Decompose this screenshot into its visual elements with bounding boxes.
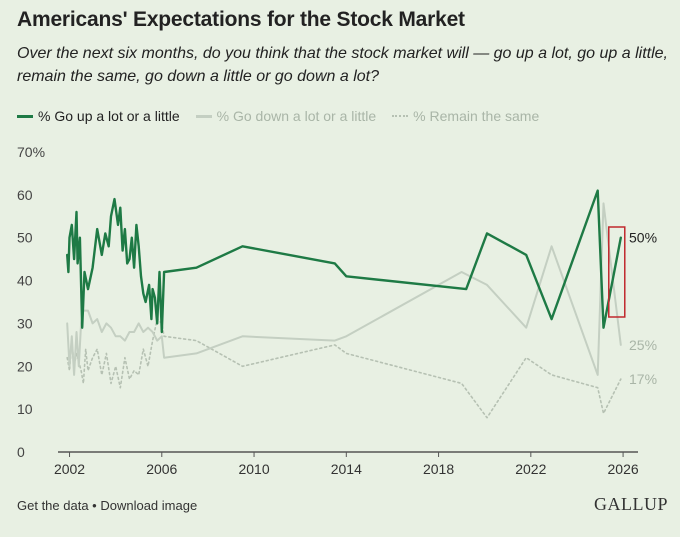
end-label-down: 25% bbox=[629, 337, 657, 353]
series-line-same bbox=[66, 318, 622, 419]
get-data-link[interactable]: Get the data bbox=[17, 498, 89, 513]
legend-item-same: % Remain the same bbox=[392, 108, 539, 124]
x-tick-label: 2014 bbox=[331, 461, 362, 477]
x-tick-label: 2018 bbox=[423, 461, 454, 477]
y-tick-label: 40 bbox=[17, 273, 33, 289]
x-tick-label: 2006 bbox=[146, 461, 177, 477]
end-label-same: 17% bbox=[629, 371, 657, 387]
y-tick-label: 0 bbox=[17, 444, 25, 460]
y-tick-label: 50 bbox=[17, 230, 33, 246]
x-tick-label: 2022 bbox=[515, 461, 546, 477]
legend-label-same: % Remain the same bbox=[413, 108, 540, 124]
y-tick-label: 20 bbox=[17, 358, 33, 374]
legend-label-up: % Go up a lot or a little bbox=[38, 108, 180, 124]
y-tick-label: 60 bbox=[17, 187, 33, 203]
legend-swatch-up bbox=[17, 114, 33, 118]
chart-subtitle: Over the next six months, do you think t… bbox=[17, 45, 668, 85]
y-tick-label: 30 bbox=[17, 315, 33, 331]
x-tick-label: 2002 bbox=[54, 461, 85, 477]
legend-item-down: % Go down a lot or a little bbox=[195, 108, 377, 124]
footer-links: Get the data • Download image bbox=[17, 498, 197, 513]
y-tick-label: 10 bbox=[17, 401, 33, 417]
latest-highlight-box bbox=[608, 226, 626, 318]
x-tick-label: 2026 bbox=[608, 461, 639, 477]
chart-title: Americans' Expectations for the Stock Ma… bbox=[17, 8, 465, 31]
end-label-up: 50% bbox=[629, 230, 657, 246]
legend: % Go up a lot or a little % Go down a lo… bbox=[17, 106, 555, 126]
legend-item-up: % Go up a lot or a little bbox=[17, 108, 180, 124]
gallup-logo: GALLUP bbox=[594, 494, 668, 514]
legend-swatch-down bbox=[195, 114, 212, 118]
legend-label-down: % Go down a lot or a little bbox=[216, 108, 377, 124]
legend-swatch-same bbox=[392, 115, 409, 117]
series-line-up bbox=[66, 189, 622, 334]
download-image-link[interactable]: Download image bbox=[100, 498, 198, 513]
y-tick-label: 70% bbox=[17, 144, 45, 160]
footer-separator: • bbox=[88, 498, 101, 513]
x-tick-label: 2010 bbox=[238, 461, 269, 477]
